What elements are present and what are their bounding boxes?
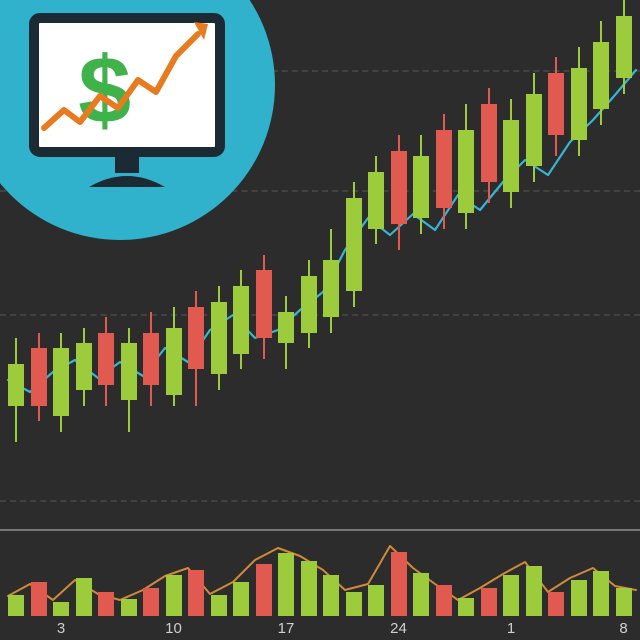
chart-stage: 310172418 $ — [0, 0, 640, 640]
monitor-icon: $ — [0, 0, 640, 640]
dollar-sign-icon: $ — [78, 38, 131, 144]
